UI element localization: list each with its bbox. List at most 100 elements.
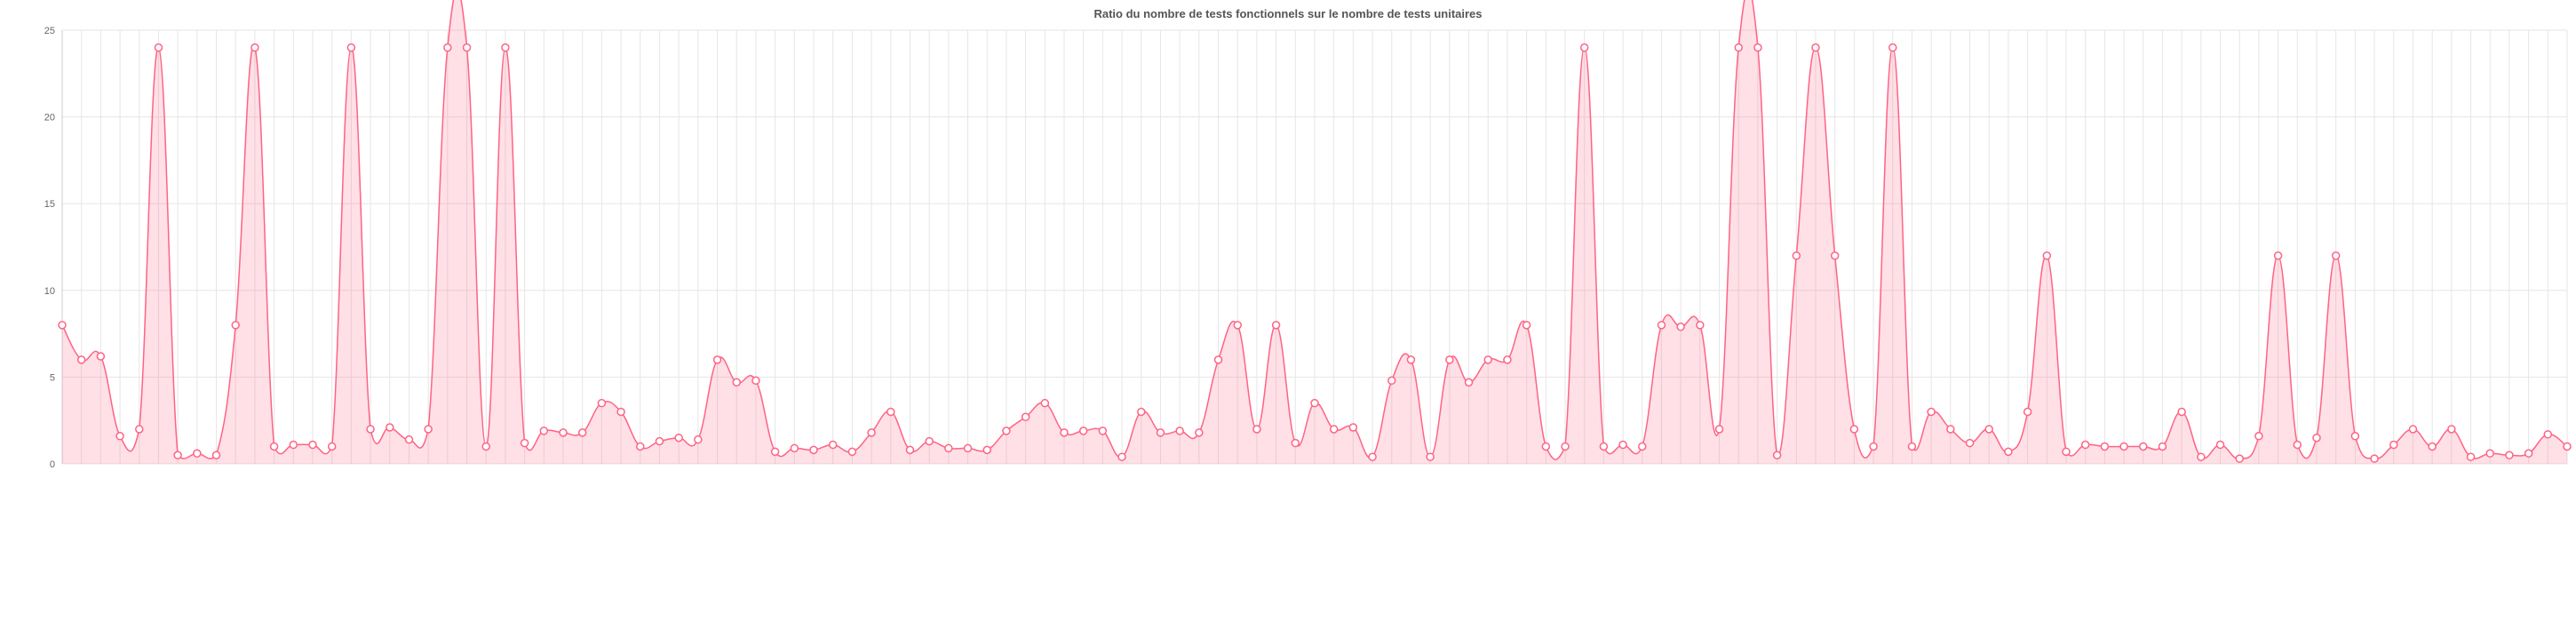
point — [1618, 440, 1627, 450]
point — [1291, 438, 1300, 448]
point — [886, 407, 895, 417]
point — [1387, 376, 1396, 386]
point — [1310, 398, 1319, 408]
point — [327, 442, 337, 451]
point — [905, 445, 915, 455]
point — [694, 435, 703, 444]
point — [751, 376, 760, 386]
point — [1464, 378, 1474, 387]
point — [1503, 355, 1512, 364]
point — [1445, 355, 1454, 364]
point — [2004, 447, 2013, 457]
point — [386, 423, 394, 432]
point — [269, 442, 279, 451]
point — [1599, 442, 1609, 451]
point — [712, 355, 722, 364]
point — [1195, 428, 1204, 437]
point — [1098, 427, 1108, 435]
y-tick-label: 15 — [44, 199, 55, 210]
point — [539, 427, 549, 435]
point — [2563, 442, 2572, 451]
point — [809, 445, 818, 455]
point — [1060, 428, 1069, 437]
point — [2042, 251, 2052, 260]
point — [231, 321, 240, 330]
point — [1329, 425, 1339, 434]
point — [346, 43, 356, 52]
point — [1002, 427, 1011, 435]
point — [944, 443, 953, 453]
point — [520, 438, 529, 448]
point — [1406, 355, 1416, 364]
point — [828, 440, 838, 450]
point — [2505, 451, 2514, 459]
point — [1541, 442, 1551, 451]
point — [1040, 398, 1050, 408]
point — [2331, 251, 2341, 260]
point — [1213, 355, 1223, 364]
point — [135, 425, 144, 434]
point — [1676, 323, 1685, 331]
point — [2215, 440, 2225, 450]
point — [115, 432, 124, 441]
point — [1753, 43, 1762, 52]
point — [501, 43, 510, 52]
point — [1137, 407, 1146, 417]
point — [577, 428, 587, 437]
point — [443, 43, 452, 52]
y-tick-label: 20 — [44, 113, 55, 124]
point — [1368, 452, 1377, 461]
point — [1946, 425, 1955, 434]
point — [2197, 452, 2206, 461]
point — [1984, 425, 1993, 434]
point — [2312, 433, 2321, 443]
point — [2235, 454, 2244, 463]
point — [1907, 442, 1917, 451]
point — [1965, 438, 1975, 448]
point — [1734, 43, 1743, 52]
point — [1271, 321, 1281, 330]
point — [963, 443, 973, 453]
point — [2524, 449, 2533, 459]
point — [481, 442, 490, 451]
point — [96, 352, 106, 361]
point — [1175, 427, 1184, 435]
point — [2080, 440, 2090, 450]
point — [1078, 427, 1088, 435]
point — [2293, 440, 2302, 450]
point — [847, 447, 857, 457]
point — [1156, 428, 1165, 437]
point — [1522, 321, 1531, 330]
point — [1561, 442, 1570, 451]
y-tick-label: 10 — [44, 286, 55, 297]
point — [173, 451, 182, 459]
point — [732, 378, 741, 387]
point — [462, 43, 472, 52]
point — [770, 447, 780, 457]
point — [1696, 321, 1705, 330]
point — [2139, 442, 2148, 451]
point — [597, 398, 607, 408]
point — [1483, 355, 1492, 364]
y-tick-label: 5 — [50, 372, 55, 383]
point — [404, 435, 414, 444]
point — [366, 425, 375, 434]
point — [2350, 432, 2360, 441]
point — [1252, 425, 1261, 434]
point — [1869, 442, 1878, 451]
point — [559, 428, 568, 437]
point — [2119, 442, 2128, 451]
point — [2485, 449, 2494, 459]
point — [2447, 425, 2456, 434]
point — [2428, 442, 2437, 451]
point — [1117, 452, 1126, 461]
point — [2389, 440, 2398, 450]
point — [2100, 442, 2110, 451]
point — [193, 449, 202, 459]
point — [154, 43, 163, 52]
point — [925, 436, 934, 446]
point — [1638, 442, 1647, 451]
point — [1849, 425, 1859, 434]
y-tick-label: 0 — [50, 459, 55, 470]
